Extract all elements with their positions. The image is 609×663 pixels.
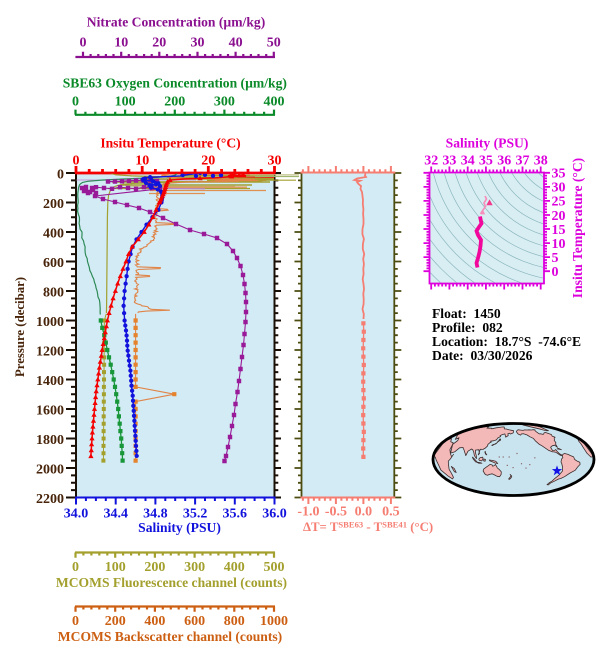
svg-text:10: 10 bbox=[552, 237, 566, 252]
svg-text:300: 300 bbox=[214, 94, 235, 109]
svg-text:10: 10 bbox=[135, 154, 149, 169]
svg-text:MCOMS Fluorescence channel (co: MCOMS Fluorescence channel (counts) bbox=[56, 575, 287, 591]
svg-text:-0.5: -0.5 bbox=[325, 505, 347, 520]
svg-text:0.5: 0.5 bbox=[382, 505, 400, 520]
svg-text:Location: 18.7°S -74.6°E: Location: 18.7°S -74.6°E bbox=[432, 334, 581, 349]
svg-text:100: 100 bbox=[115, 94, 136, 109]
svg-text:400: 400 bbox=[224, 560, 245, 575]
svg-text:MCOMS Backscatter channel (cou: MCOMS Backscatter channel (counts) bbox=[58, 629, 282, 645]
svg-text:36.0: 36.0 bbox=[262, 507, 287, 522]
svg-text:Nitrate Concentration (µm/kg): Nitrate Concentration (µm/kg) bbox=[87, 14, 265, 30]
svg-text:1400: 1400 bbox=[36, 374, 64, 389]
svg-text:35: 35 bbox=[552, 167, 566, 182]
svg-text:1800: 1800 bbox=[36, 433, 64, 448]
svg-text:200: 200 bbox=[105, 614, 126, 629]
svg-text:20: 20 bbox=[552, 209, 566, 224]
svg-text:200: 200 bbox=[144, 560, 165, 575]
svg-text:38: 38 bbox=[534, 154, 548, 169]
svg-text:1600: 1600 bbox=[36, 403, 64, 418]
svg-text:400: 400 bbox=[264, 94, 285, 109]
svg-text:34.8: 34.8 bbox=[143, 507, 168, 522]
svg-text:2200: 2200 bbox=[36, 492, 64, 507]
svg-text:50: 50 bbox=[267, 36, 281, 51]
svg-text:35.6: 35.6 bbox=[223, 507, 248, 522]
svg-text:Float: 1450: Float: 1450 bbox=[432, 306, 501, 321]
svg-text:400: 400 bbox=[43, 226, 64, 241]
svg-text:34: 34 bbox=[461, 154, 475, 169]
svg-text:Salinity (PSU): Salinity (PSU) bbox=[138, 520, 221, 536]
svg-text:800: 800 bbox=[43, 285, 64, 300]
svg-text:0.0: 0.0 bbox=[355, 505, 373, 520]
svg-text:Insitu Temperature (°C): Insitu Temperature (°C) bbox=[100, 136, 240, 152]
svg-text:600: 600 bbox=[184, 614, 205, 629]
svg-text:20: 20 bbox=[201, 154, 215, 169]
svg-text:1000: 1000 bbox=[36, 315, 64, 330]
svg-text:Date: 03/30/2026: Date: 03/30/2026 bbox=[432, 348, 533, 363]
svg-text:15: 15 bbox=[552, 223, 566, 238]
svg-text:0: 0 bbox=[552, 265, 559, 280]
svg-text:200: 200 bbox=[164, 94, 185, 109]
svg-text:35: 35 bbox=[479, 154, 493, 169]
svg-text:300: 300 bbox=[184, 560, 205, 575]
svg-text:Profile: 082: Profile: 082 bbox=[432, 320, 503, 335]
svg-text:0: 0 bbox=[72, 94, 79, 109]
svg-text:35.2: 35.2 bbox=[183, 507, 208, 522]
svg-text:0: 0 bbox=[72, 614, 79, 629]
svg-text:Pressure (decibar): Pressure (decibar) bbox=[13, 277, 27, 377]
svg-text:34.0: 34.0 bbox=[64, 507, 89, 522]
svg-text:30: 30 bbox=[552, 181, 566, 196]
svg-text:100: 100 bbox=[105, 560, 126, 575]
svg-text:10: 10 bbox=[114, 36, 128, 51]
svg-text:500: 500 bbox=[264, 560, 285, 575]
svg-text:40: 40 bbox=[229, 36, 243, 51]
svg-text:Insitu Temperature (°C): Insitu Temperature (°C) bbox=[570, 158, 586, 298]
svg-text:33: 33 bbox=[442, 154, 456, 169]
svg-text:600: 600 bbox=[43, 256, 64, 271]
svg-text:SBE63 Oxygen Concentration (µm: SBE63 Oxygen Concentration (µm/kg) bbox=[63, 75, 287, 91]
svg-text:34.4: 34.4 bbox=[103, 507, 128, 522]
svg-text:ΔT= TSBE63 - TSBE41 (°C): ΔT= TSBE63 - TSBE41 (°C) bbox=[303, 519, 433, 534]
svg-text:2000: 2000 bbox=[36, 462, 64, 477]
svg-text:1200: 1200 bbox=[36, 344, 64, 359]
svg-text:1000: 1000 bbox=[260, 614, 288, 629]
svg-text:400: 400 bbox=[144, 614, 165, 629]
svg-text:25: 25 bbox=[552, 195, 566, 210]
svg-text:-1.0: -1.0 bbox=[297, 505, 319, 520]
svg-text:0: 0 bbox=[80, 36, 87, 51]
svg-text:32: 32 bbox=[424, 154, 438, 169]
svg-text:20: 20 bbox=[152, 36, 166, 51]
svg-text:0: 0 bbox=[73, 154, 80, 169]
svg-text:0: 0 bbox=[72, 560, 79, 575]
svg-text:200: 200 bbox=[43, 197, 64, 212]
svg-text:Salinity (PSU): Salinity (PSU) bbox=[446, 136, 529, 152]
svg-text:5: 5 bbox=[552, 251, 559, 266]
svg-text:37: 37 bbox=[516, 154, 530, 169]
svg-text:800: 800 bbox=[224, 614, 245, 629]
svg-text:0: 0 bbox=[57, 167, 64, 182]
svg-text:36: 36 bbox=[497, 154, 511, 169]
svg-text:30: 30 bbox=[191, 36, 205, 51]
svg-text:30: 30 bbox=[268, 154, 282, 169]
